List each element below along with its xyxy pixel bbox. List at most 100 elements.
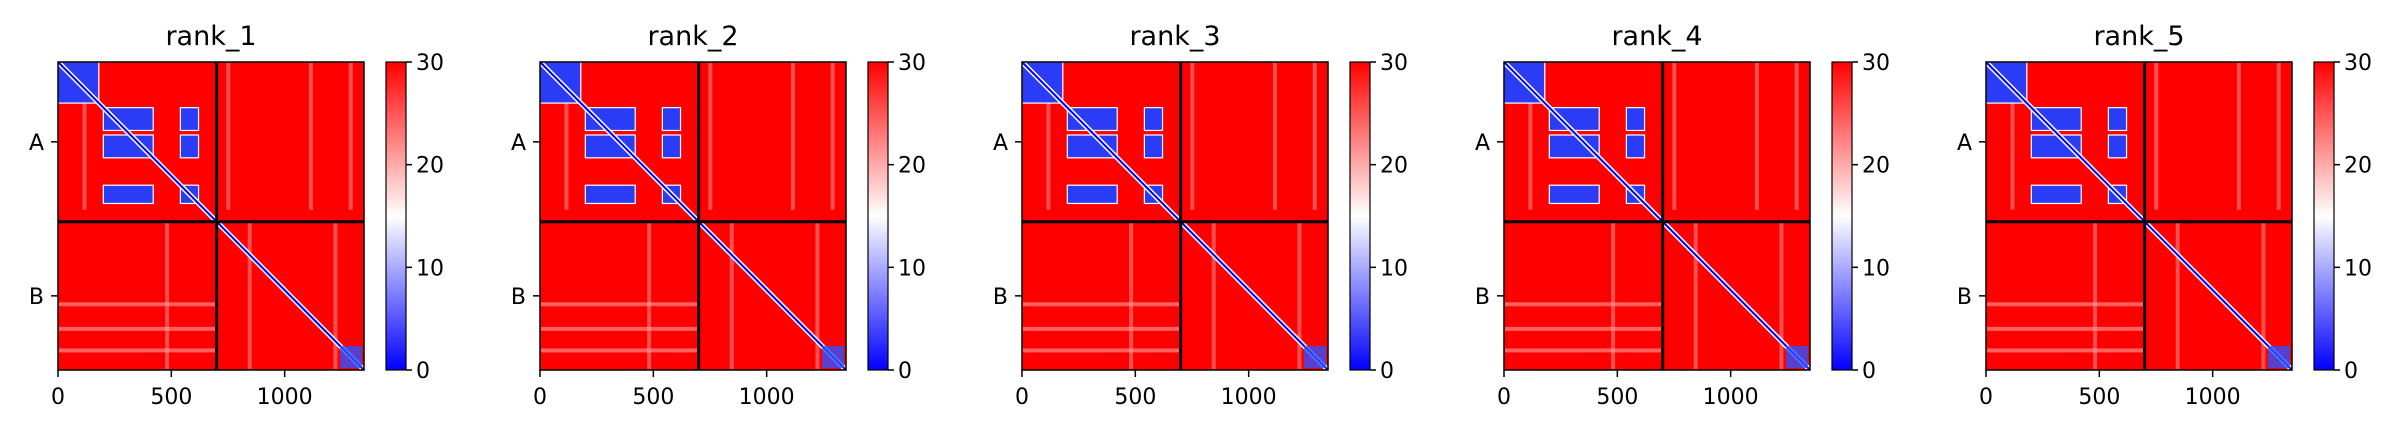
y-tick-label: A <box>993 131 1008 156</box>
low-error-block <box>1066 107 1118 132</box>
colorbar-tick-label: 10 <box>2344 256 2372 281</box>
pae-panel-5: rank_5 A B 0 500 1000 0 10 20 30 <box>1957 21 2372 410</box>
heatmap-stripe <box>1190 62 1195 210</box>
panel-title: rank_2 <box>647 21 738 52</box>
colorbar-tick-label: 10 <box>1862 256 1890 281</box>
low-error-block <box>2030 107 2082 132</box>
x-tick-label: 1000 <box>1703 385 1759 410</box>
colorbar-tick-label: 30 <box>416 51 444 76</box>
pae-panel-1: rank_1 A B 0 500 1000 0 10 20 30 <box>29 21 444 410</box>
diagonal-line <box>1021 61 1329 371</box>
y-tick-label: B <box>1475 285 1490 310</box>
heatmap-stripe <box>815 222 820 370</box>
colorbar-tick-label: 20 <box>898 154 926 179</box>
heatmap-stripe <box>2093 222 2098 370</box>
low-error-block <box>179 107 200 132</box>
heatmap-stripe <box>1672 62 1677 210</box>
y-tick-label: B <box>511 285 526 310</box>
x-tick-label: 500 <box>2078 385 2120 410</box>
colorbar-tick-label: 10 <box>1380 256 1408 281</box>
colorbar-tick-label: 20 <box>416 154 444 179</box>
heatmap-stripe <box>540 302 700 307</box>
x-tick-label: 0 <box>1015 385 1029 410</box>
heatmap-stripe <box>1297 222 1302 370</box>
heatmap-stripe <box>1986 326 2146 331</box>
pae-panel-3: rank_3 A B 0 500 1000 0 10 20 30 <box>993 21 1408 410</box>
diagonal-line <box>57 61 365 371</box>
x-tick-label: 500 <box>1596 385 1638 410</box>
heatmap-stripe <box>2236 62 2241 210</box>
colorbar <box>1831 61 1853 371</box>
colorbar-tick-label: 30 <box>1862 51 1890 76</box>
heatmap-stripe <box>2175 222 2180 370</box>
low-error-block <box>1548 134 1600 159</box>
heatmap-stripe <box>2154 62 2159 210</box>
heatmap-stripe <box>1794 62 1799 210</box>
colorbar <box>1349 61 1371 371</box>
heatmap-stripe <box>247 222 252 370</box>
low-error-block <box>2107 134 2128 159</box>
heatmap-stripe <box>2010 62 2015 210</box>
y-tick-label: A <box>1957 131 1972 156</box>
heatmap-stripe <box>1022 326 1182 331</box>
heatmap-stripe <box>1504 326 1664 331</box>
x-tick-label: 500 <box>1114 385 1156 410</box>
colorbar-tick-label: 30 <box>1380 51 1408 76</box>
y-tick-label: A <box>1475 131 1490 156</box>
heatmap-stripe <box>1528 62 1533 210</box>
heatmap-stripe <box>1504 348 1664 353</box>
axes-frame <box>57 61 365 371</box>
heatmap-stripe <box>1779 222 1784 370</box>
low-error-block <box>2268 346 2290 368</box>
colorbar <box>867 61 889 371</box>
low-error-block <box>584 134 636 159</box>
diagonal-line <box>1503 61 1811 371</box>
heatmap-stripe <box>1754 62 1759 210</box>
x-tick-label: 0 <box>1979 385 1993 410</box>
colorbar-tick-label: 0 <box>1380 359 1394 384</box>
low-error-block <box>584 184 636 205</box>
colorbar-tick-label: 0 <box>898 359 912 384</box>
heatmap-stripe <box>1022 302 1182 307</box>
pae-panel-2: rank_2 A B 0 500 1000 0 10 20 30 <box>511 21 926 410</box>
heatmap-stripe <box>333 222 338 370</box>
axes-frame <box>1021 61 1329 371</box>
heatmap-stripe <box>348 62 353 210</box>
heatmap-stripe <box>1046 62 1051 210</box>
low-error-block <box>2030 184 2082 205</box>
panel-title: rank_5 <box>2093 21 2184 52</box>
heatmap-stripe <box>540 348 700 353</box>
y-tick-label: B <box>1957 285 1972 310</box>
colorbar-tick-label: 0 <box>2344 359 2358 384</box>
colorbar <box>2313 61 2335 371</box>
panel-title: rank_1 <box>165 21 256 52</box>
x-tick-label: 500 <box>150 385 192 410</box>
heatmap-stripe <box>1504 302 1664 307</box>
low-error-block <box>1066 184 1118 205</box>
x-tick-label: 1000 <box>1221 385 1277 410</box>
colorbar-tick-label: 20 <box>1862 154 1890 179</box>
heatmap-stripe <box>226 62 231 210</box>
heatmap-stripe <box>708 62 713 210</box>
low-error-block <box>1625 134 1646 159</box>
heatmap-stripe <box>1129 222 1134 370</box>
axes-frame <box>539 61 847 371</box>
low-error-block <box>584 107 636 132</box>
y-tick-label: A <box>511 131 526 156</box>
low-error-block <box>2107 107 2128 132</box>
low-error-block <box>822 346 844 368</box>
low-error-block <box>1066 134 1118 159</box>
heatmap-stripe <box>729 222 734 370</box>
low-error-block <box>102 134 154 159</box>
x-tick-label: 0 <box>533 385 547 410</box>
colorbar-tick-label: 10 <box>898 256 926 281</box>
x-tick-label: 0 <box>1497 385 1511 410</box>
low-error-block <box>1625 107 1646 132</box>
low-error-block <box>661 134 682 159</box>
low-error-block <box>1548 184 1600 205</box>
low-error-block <box>2030 134 2082 159</box>
colorbar-tick-label: 20 <box>2344 154 2372 179</box>
heatmap-stripe <box>165 222 170 370</box>
